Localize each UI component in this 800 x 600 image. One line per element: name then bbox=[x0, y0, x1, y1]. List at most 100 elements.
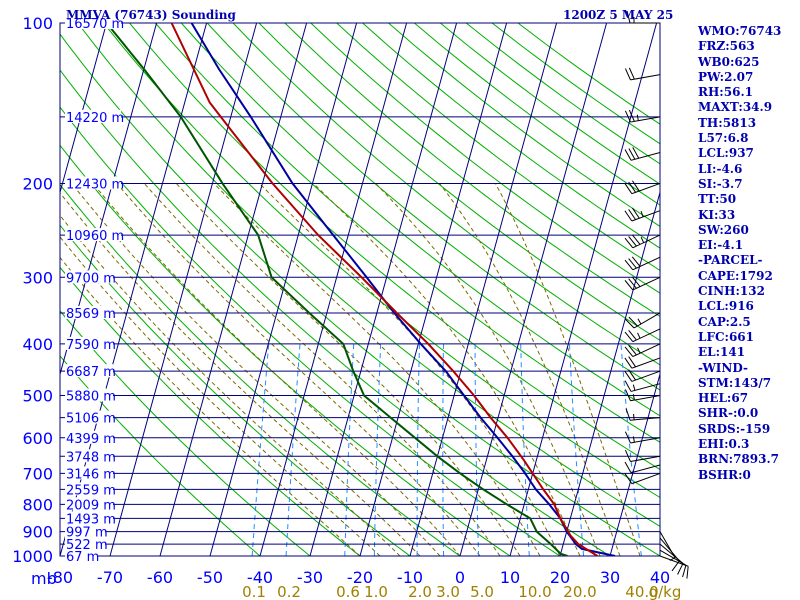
height-label-bg bbox=[65, 511, 113, 525]
temperature-tick-label: -20 bbox=[347, 568, 373, 587]
mixing-ratio-line bbox=[442, 343, 445, 556]
stat-stm-143-7: STM:143/7 bbox=[698, 375, 772, 390]
wind-barb-flag bbox=[624, 389, 631, 401]
wind-barb-half-flag bbox=[637, 347, 641, 354]
wind-barb-flag bbox=[628, 356, 636, 368]
stat-hel-67: HEL:67 bbox=[698, 391, 749, 406]
height-label-bg bbox=[65, 305, 113, 319]
temperature-tick-label: -30 bbox=[297, 568, 323, 587]
stat-li-4-6: LI:-4.6 bbox=[698, 161, 743, 176]
temperature-tick-label: 0 bbox=[455, 568, 465, 587]
pressure-tick-label: 800 bbox=[22, 495, 53, 514]
wind-barb bbox=[624, 328, 661, 343]
wind-barb-flag bbox=[628, 67, 635, 80]
dry-adiabat bbox=[60, 224, 411, 556]
mixing-ratio-label: 0.6 bbox=[336, 583, 360, 600]
wind-barb-flag bbox=[628, 330, 637, 341]
height-label-bg bbox=[65, 109, 121, 123]
stat-ehi-0-3: EHI:0.3 bbox=[698, 437, 750, 452]
wind-barb-staff bbox=[632, 343, 661, 358]
isotherm bbox=[59, 22, 108, 193]
wind-barb-staff bbox=[659, 537, 680, 562]
height-label: 9700 m bbox=[66, 271, 116, 286]
wind-barb-flag bbox=[628, 181, 636, 193]
mixing-ratio-label: 10.0 bbox=[518, 583, 551, 600]
height-label: 2559 m bbox=[66, 483, 116, 498]
temperature-tick-label: 20 bbox=[550, 568, 570, 587]
height-label-bg bbox=[65, 482, 113, 496]
wind-barb-flag bbox=[626, 10, 631, 24]
height-label: 10960 m bbox=[66, 229, 124, 244]
wind-barb-half-flag bbox=[632, 436, 635, 443]
wind-barb-flag bbox=[624, 431, 631, 444]
stat-ki-33: KI:33 bbox=[698, 207, 736, 222]
wind-barb-staff bbox=[630, 395, 661, 402]
height-label-bg bbox=[65, 449, 113, 463]
plot-frame bbox=[59, 22, 661, 557]
pressure-tick-label: 300 bbox=[22, 268, 53, 287]
wind-barb-staff bbox=[631, 357, 661, 369]
wind-barb-half-flag bbox=[632, 384, 636, 391]
isotherm bbox=[459, 22, 608, 557]
pressure-tick-label: 1000 bbox=[12, 547, 53, 566]
stat-rh-56-1: RH:56.1 bbox=[698, 85, 753, 100]
stat-parcel: -PARCEL- bbox=[698, 253, 763, 268]
wind-barb bbox=[659, 531, 676, 562]
wind-barb-flag bbox=[624, 237, 634, 249]
height-label: 8569 m bbox=[66, 307, 116, 322]
wind-barb-flag bbox=[624, 149, 632, 161]
wind-barb bbox=[624, 389, 661, 402]
wind-barb-flag bbox=[686, 566, 689, 579]
wind-barb-flag bbox=[671, 560, 680, 572]
stat-lcl-916: LCL:916 bbox=[698, 299, 754, 314]
isotherm bbox=[159, 22, 308, 557]
temperature-tick-label: -40 bbox=[247, 568, 273, 587]
height-label-bg bbox=[65, 228, 121, 242]
mixing-ratio-label: 2.0 bbox=[408, 583, 432, 600]
height-label-bg bbox=[65, 270, 113, 284]
stat-maxt-34-9: MAXT:34.9 bbox=[698, 100, 773, 115]
wind-barb-flag bbox=[624, 280, 634, 291]
wind-barb-staff bbox=[659, 555, 689, 567]
wind-barb-flag bbox=[625, 318, 635, 329]
wind-barb-staff bbox=[631, 472, 661, 485]
stat-th-5813: TH:5813 bbox=[698, 115, 757, 130]
height-label-bg bbox=[65, 388, 113, 402]
stat-frz-563: FRZ:563 bbox=[698, 39, 755, 54]
wind-barb-flag bbox=[628, 344, 637, 356]
isotherm bbox=[359, 22, 508, 557]
wind-barb bbox=[624, 207, 661, 222]
height-label-bg bbox=[65, 549, 97, 562]
wind-barb-staff bbox=[632, 256, 661, 271]
height-label: 16570 m bbox=[66, 17, 124, 32]
wind-barb-staff bbox=[632, 328, 661, 343]
temperature-tick-label: 40 bbox=[650, 568, 670, 587]
wind-barb bbox=[624, 461, 661, 474]
dry-adiabats bbox=[60, 23, 660, 556]
stat-cape-1792: CAPE:1792 bbox=[698, 268, 773, 283]
wind-barb-flag bbox=[631, 180, 640, 192]
height-label: 5880 m bbox=[66, 390, 116, 405]
wind-barb-half-flag bbox=[632, 394, 635, 401]
wind-barb-flag bbox=[682, 565, 687, 578]
height-label-bg bbox=[65, 497, 113, 511]
height-label: 14220 m bbox=[66, 111, 124, 126]
moist-adiabat bbox=[60, 256, 361, 556]
isotherm bbox=[509, 22, 658, 557]
wind-barb bbox=[624, 449, 661, 462]
wind-barb-half-flag bbox=[637, 318, 642, 325]
wind-barb-staff bbox=[631, 210, 661, 222]
wind-barb-flag bbox=[628, 369, 636, 381]
wind-barb-staff bbox=[632, 234, 661, 249]
mixing-ratio-label: 0.1 bbox=[242, 583, 266, 600]
wind-barb-flag bbox=[628, 236, 637, 247]
wind-barb-staff bbox=[633, 312, 661, 329]
wind-barb-flag bbox=[628, 148, 636, 160]
wind-barb bbox=[625, 408, 661, 421]
wind-barb-staff bbox=[630, 383, 661, 392]
wind-barb-flag bbox=[624, 259, 634, 271]
height-label: 5106 m bbox=[66, 412, 116, 427]
wind-barb bbox=[624, 356, 661, 369]
mixing-ratio-line bbox=[285, 343, 301, 556]
